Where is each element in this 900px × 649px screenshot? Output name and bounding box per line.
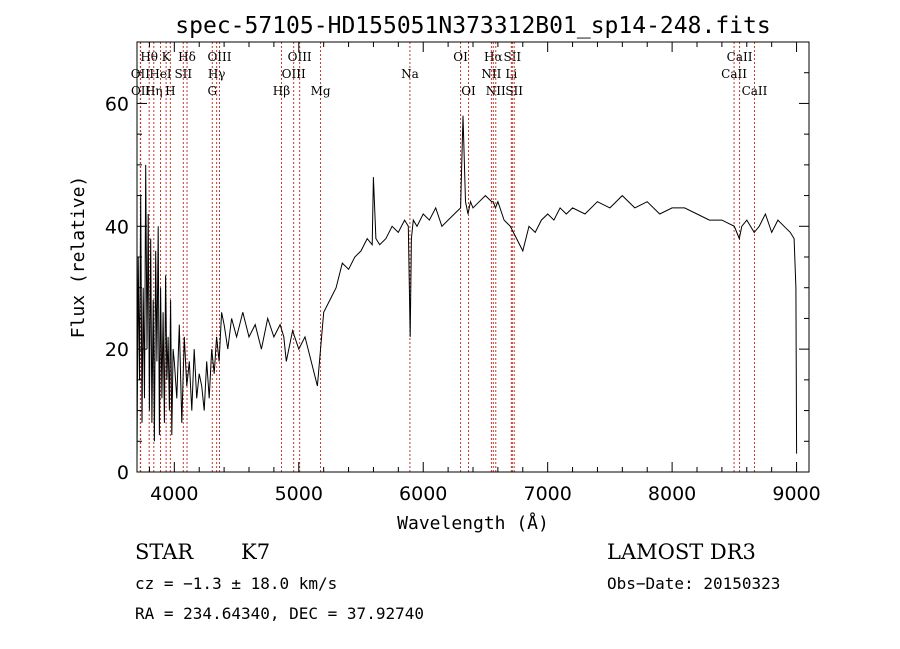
- spectral-line-label: OI: [461, 84, 476, 98]
- spectral-line-label: Hδ: [178, 50, 196, 64]
- y-tick-label: 60: [105, 93, 129, 115]
- x-tick-label: 8000: [648, 483, 696, 505]
- x-axis-label: Wavelength (Å): [397, 512, 549, 534]
- x-tick-label: 5000: [275, 483, 323, 505]
- spectral-line-label: Mg: [311, 84, 331, 98]
- spectral-line-label: G: [207, 84, 217, 98]
- plot-frame: [136, 41, 810, 473]
- spectral-line-label: Hη: [145, 84, 163, 98]
- spectral-line-label: SII: [174, 67, 192, 81]
- coordinates: RA = 234.64340, DEC = 37.92740: [135, 604, 424, 623]
- spectrum-line: [136, 115, 798, 460]
- spectrum-series: [136, 115, 798, 460]
- redshift-text: cz = −1.3 ± 18.0 km/s: [135, 574, 338, 593]
- y-tick-label: 0: [117, 462, 129, 484]
- spectral-line-label: CaII: [727, 50, 753, 64]
- spectral-line-label: OIII: [282, 67, 306, 81]
- y-tick-label: 40: [105, 216, 129, 238]
- obs-date: Obs−Date: 20150323: [607, 574, 781, 593]
- spectral-line-label: OII: [131, 84, 151, 98]
- object-class: STAR: [135, 540, 194, 564]
- spectral-line-label: CaII: [721, 67, 747, 81]
- spectral-line-label: H: [165, 84, 175, 98]
- spectral-line-label: SII: [503, 50, 521, 64]
- y-tick-label: 20: [105, 339, 129, 361]
- object-subclass: K7: [241, 540, 271, 564]
- spectral-line-label: Li: [505, 67, 517, 81]
- spectral-line-label: CaII: [742, 84, 768, 98]
- spectral-line-label: Hβ: [273, 84, 290, 98]
- spectral-line-label: OIII: [207, 50, 231, 64]
- spectral-line-label: K: [162, 50, 172, 64]
- spectral-line-label: OIII: [288, 50, 312, 64]
- spectral-line-label: OI: [453, 50, 468, 64]
- spectral-line-label: Na: [401, 67, 419, 81]
- y-axis-label: Flux (relative): [68, 176, 89, 339]
- x-tick-label: 4000: [150, 483, 198, 505]
- x-tick-label: 6000: [399, 483, 447, 505]
- spectral-line-label: Hα: [484, 50, 503, 64]
- spectral-line-label: Hθ: [140, 50, 158, 64]
- x-tick-label: 7000: [523, 483, 571, 505]
- spectral-line-label: NII: [481, 67, 501, 81]
- x-tick-label: 9000: [772, 483, 820, 505]
- spectral-line-label: NII: [486, 84, 506, 98]
- chart-title: spec-57105-HD155051N373312B01_sp14-248.f…: [175, 13, 770, 39]
- spectral-line-label: Hγ: [208, 67, 226, 81]
- axis-ticks: 4000 5000 6000 7000 8000 9000 0 20 40 60: [105, 42, 821, 505]
- survey-label: LAMOST DR3: [607, 540, 756, 564]
- spectral-line-label: HeI: [149, 67, 172, 81]
- spectral-line-label: SII: [505, 84, 523, 98]
